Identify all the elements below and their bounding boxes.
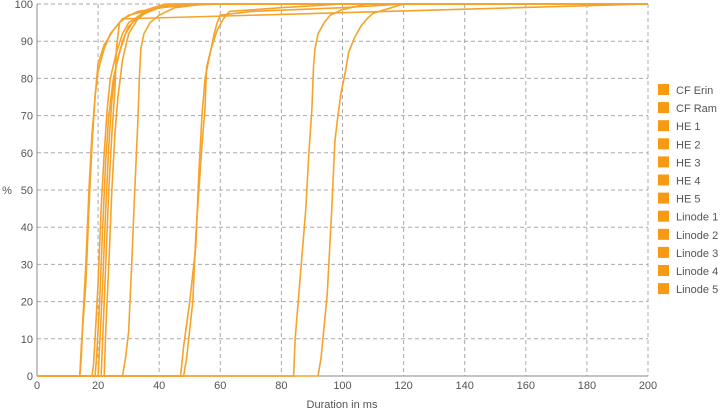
legend-label: HE 4: [676, 176, 700, 188]
series-line-he-5: [37, 3, 648, 377]
legend-label: Linode 4: [676, 266, 718, 278]
x-tick-label: 60: [214, 380, 226, 392]
legend-swatch: [658, 156, 669, 168]
legend-label: HE 3: [676, 157, 700, 169]
legend-label: CF Ram: [676, 103, 717, 115]
legend-swatch: [658, 192, 669, 204]
legend-label: HE 5: [676, 194, 700, 206]
x-tick-label: 40: [153, 380, 165, 392]
series-lines: [37, 3, 649, 377]
x-tick-label: 160: [517, 380, 535, 392]
legend-label: HE 2: [676, 139, 700, 151]
x-tick-label: 0: [34, 380, 40, 392]
legend-swatch: [658, 102, 669, 114]
legend-label: Linode 3: [676, 248, 718, 260]
x-tick-label: 140: [456, 380, 474, 392]
series-line-linode-3: [37, 3, 648, 377]
x-tick-label: 120: [394, 380, 412, 392]
y-tick-label: 30: [21, 259, 33, 271]
y-tick-label: 90: [21, 36, 33, 48]
series-line-he-4: [37, 3, 649, 377]
legend-swatch: [658, 174, 669, 186]
legend-label: CF Erin: [676, 85, 713, 97]
y-tick-label: 70: [21, 111, 33, 123]
legend-label: Linode 5: [676, 284, 718, 296]
legend-label: Linode 2: [676, 230, 718, 242]
y-tick-label: 20: [21, 297, 33, 309]
series-line-linode-4: [37, 3, 648, 377]
series-line-linode-5: [37, 3, 648, 377]
legend-label: HE 1: [676, 121, 700, 133]
x-tick-label: 100: [333, 380, 351, 392]
y-tick-label: 40: [21, 222, 33, 234]
series-line-linode-1: [37, 3, 648, 377]
y-tick-labels: 0 10 20 30 40 50 60 70 80 90 100: [15, 0, 33, 383]
legend-swatch: [658, 84, 669, 95]
legend-swatch: [658, 120, 669, 132]
x-tick-label: 180: [578, 380, 596, 392]
x-tick-labels: 0 20 40 60 80 100 120 140 160 180 200: [34, 380, 657, 392]
legend-swatch: [658, 138, 669, 150]
x-axis-title: Duration in ms: [307, 399, 378, 411]
legend-swatch: [658, 283, 669, 295]
y-tick-label: 60: [21, 148, 33, 160]
x-tick-label: 80: [275, 380, 287, 392]
x-tick-label: 200: [639, 380, 657, 392]
series-line-he-2: [37, 3, 648, 377]
legend-swatch: [658, 228, 669, 240]
x-tick-label: 20: [92, 380, 104, 392]
y-tick-label: 10: [21, 334, 33, 346]
legend-swatch: [658, 265, 669, 276]
y-axis-title: %: [2, 185, 12, 197]
legend: CF Erin CF Ram HE 1 HE 2 HE 3 HE 4 HE 5 Linode …: [658, 84, 718, 296]
y-tick-label: 50: [21, 185, 33, 197]
y-tick-label: 100: [15, 0, 33, 11]
legend-label: Linode 1: [676, 212, 718, 224]
y-tick-label: 80: [21, 73, 33, 85]
y-tick-label: 0: [27, 371, 33, 383]
legend-swatch: [658, 246, 669, 258]
legend-swatch: [658, 210, 669, 222]
